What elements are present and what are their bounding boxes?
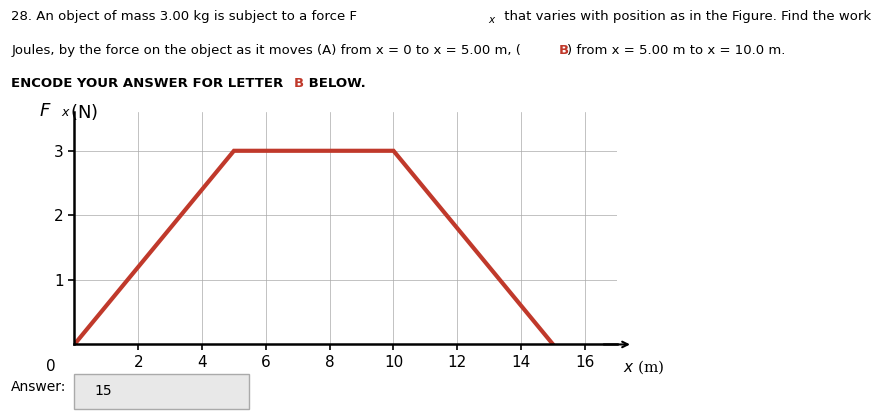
Text: $\it{x}$ (m): $\it{x}$ (m) bbox=[623, 359, 665, 376]
Text: 0: 0 bbox=[46, 359, 55, 374]
Text: B: B bbox=[294, 77, 304, 90]
Text: ENCODE YOUR ANSWER FOR LETTER: ENCODE YOUR ANSWER FOR LETTER bbox=[11, 77, 288, 90]
Text: x: x bbox=[488, 15, 494, 25]
Text: Answer:: Answer: bbox=[11, 380, 66, 394]
Text: $\rm{(N)}$: $\rm{(N)}$ bbox=[70, 102, 98, 122]
Text: B: B bbox=[558, 44, 569, 56]
Text: $\it{x}$: $\it{x}$ bbox=[61, 106, 71, 119]
Text: 15: 15 bbox=[94, 384, 112, 398]
Text: $\it{F}$: $\it{F}$ bbox=[39, 102, 52, 120]
Text: that varies with position as in the Figure. Find the work done, in: that varies with position as in the Figu… bbox=[500, 10, 875, 23]
Text: BELOW.: BELOW. bbox=[304, 77, 367, 90]
Text: Joules, by the force on the object as it moves (A) from x = 0 to x = 5.00 m, (: Joules, by the force on the object as it… bbox=[11, 44, 522, 56]
Text: ) from x = 5.00 m to x = 10.0 m.: ) from x = 5.00 m to x = 10.0 m. bbox=[567, 44, 786, 56]
Text: 28. An object of mass 3.00 kg is subject to a force F: 28. An object of mass 3.00 kg is subject… bbox=[11, 10, 357, 23]
